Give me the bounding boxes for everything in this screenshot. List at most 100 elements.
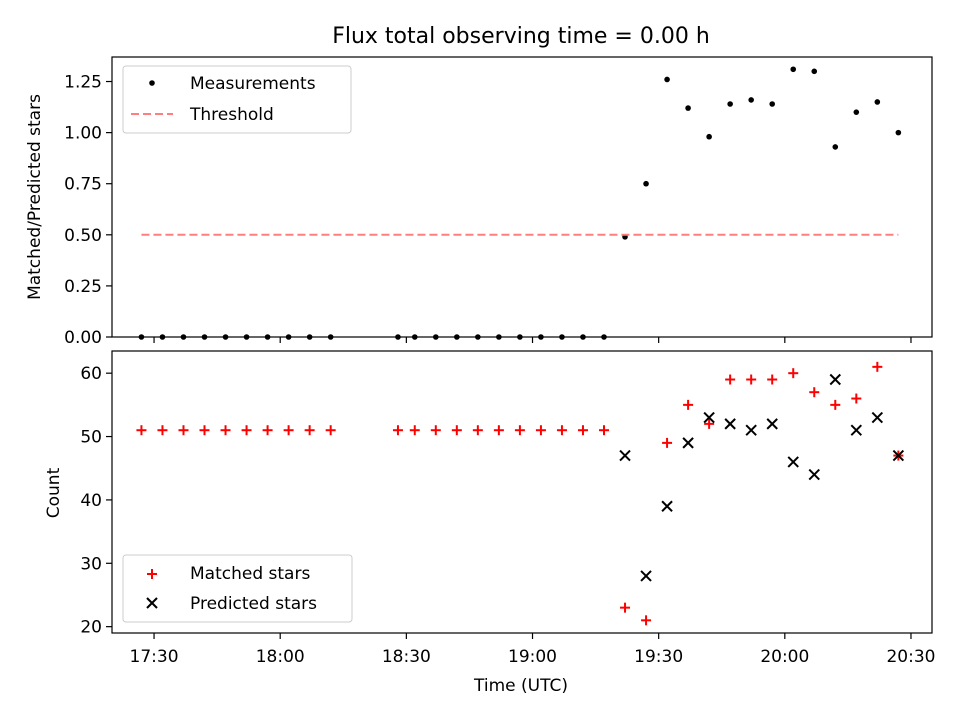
matched-stars-point xyxy=(178,425,189,436)
y-tick-label: 0.50 xyxy=(64,226,102,246)
y-tick-label: 40 xyxy=(80,491,102,511)
measurement-point xyxy=(874,99,881,105)
measurement-point xyxy=(790,66,797,73)
matched-stars-point xyxy=(662,437,673,448)
predicted-stars-point xyxy=(724,418,736,430)
matched-stars-point xyxy=(641,615,652,626)
bottom-legend: Matched stars Predicted stars xyxy=(122,554,353,623)
predicted-stars-point xyxy=(703,411,715,424)
x-axis-label: Time (UTC) xyxy=(473,676,568,696)
matched-stars-point xyxy=(157,425,168,436)
predicted-stars-point xyxy=(892,449,905,462)
matched-stars-point xyxy=(430,425,441,436)
bottom-panel: 20 30 40 50 60 17:30 18:00 18:30 19:00 19:30 20:0… xyxy=(44,350,935,696)
matched-stars-point xyxy=(241,425,252,436)
measurement-point xyxy=(727,101,733,107)
predicted-stars-point xyxy=(682,437,694,449)
matched-stars-point xyxy=(746,374,757,385)
legend-predicted-label: Predicted stars xyxy=(190,594,317,614)
matched-stars-point xyxy=(535,425,546,436)
bottom-y-ticks: 20 30 40 50 60 xyxy=(80,364,112,638)
measurement-point xyxy=(327,334,334,340)
matched-stars-point xyxy=(451,425,462,436)
matched-stars-point xyxy=(851,393,862,404)
measurement-point xyxy=(201,334,208,340)
y-tick-label: 0.00 xyxy=(64,328,102,348)
measurement-point xyxy=(138,334,145,340)
matched-stars-point xyxy=(262,425,273,436)
matched-stars-point xyxy=(409,425,420,436)
y-tick-label: 50 xyxy=(80,428,102,448)
legend-measurements-label: Measurements xyxy=(190,74,316,94)
measurement-point xyxy=(243,334,250,340)
matched-stars-point xyxy=(599,425,609,436)
measurement-point xyxy=(559,334,565,340)
predicted-stars-point xyxy=(766,418,778,430)
measurement-point xyxy=(411,334,418,340)
matched-stars-point xyxy=(767,374,778,385)
matched-stars-point xyxy=(199,425,210,436)
matched-stars-point xyxy=(704,418,715,429)
measurement-point xyxy=(643,180,649,187)
measurement-point xyxy=(180,334,187,340)
measurement-point xyxy=(306,334,313,340)
measurement-point xyxy=(748,97,754,103)
bottom-x-ticks: 17:30 18:00 18:30 19:00 19:30 20:00 20:30 xyxy=(130,633,935,667)
predicted-stars-point xyxy=(829,373,841,386)
matched-stars-point xyxy=(283,425,294,436)
matched-stars-point xyxy=(683,399,694,410)
measurement-point xyxy=(454,334,460,340)
matched-stars-point xyxy=(325,425,336,436)
top-y-axis-label: Matched/Predicted stars xyxy=(25,94,45,300)
measurement-point xyxy=(853,109,860,115)
y-tick-label: 0.75 xyxy=(64,175,102,195)
bottom-legend-box xyxy=(122,554,353,623)
legend-predicted-marker xyxy=(146,597,158,609)
measurement-point xyxy=(285,334,292,340)
matched-stars-point xyxy=(830,399,841,410)
matched-stars-point xyxy=(809,387,820,398)
matched-stars-point xyxy=(136,425,147,436)
predicted-stars-point xyxy=(640,570,652,582)
legend-matched-label: Matched stars xyxy=(190,564,310,584)
matched-stars-point xyxy=(220,425,231,436)
measurement-point xyxy=(496,334,502,340)
legend-threshold-label: Threshold xyxy=(189,105,274,125)
measurement-point xyxy=(475,334,481,340)
measurement-point xyxy=(685,105,691,111)
x-tick-label: 20:30 xyxy=(886,647,935,667)
x-tick-label: 18:30 xyxy=(382,647,431,667)
matched-stars-point xyxy=(725,374,736,385)
matched-stars-point xyxy=(577,425,588,436)
measurement-point xyxy=(395,334,401,340)
measurement-point xyxy=(706,133,712,140)
measurement-point xyxy=(895,129,902,136)
matched-stars-point xyxy=(514,425,525,436)
y-tick-label: 1.25 xyxy=(64,73,102,93)
top-legend-box xyxy=(122,65,352,134)
predicted-stars-point xyxy=(661,500,673,512)
legend-matched-marker xyxy=(147,569,157,579)
matched-stars-point xyxy=(556,425,567,436)
y-tick-label: 20 xyxy=(80,618,102,638)
predicted-stars-point xyxy=(619,449,631,462)
measurement-point xyxy=(832,144,839,150)
predicted-stars-point xyxy=(850,424,863,436)
predicted-stars-point xyxy=(871,411,884,424)
y-tick-label: 60 xyxy=(80,364,102,384)
measurement-point xyxy=(601,334,607,340)
bottom-y-axis-label: Count xyxy=(44,467,64,518)
matched-stars-point xyxy=(620,602,631,613)
measurement-point xyxy=(811,68,818,75)
top-plot-marks xyxy=(138,66,902,340)
y-tick-label: 30 xyxy=(80,554,102,574)
matched-stars-point xyxy=(872,361,883,372)
x-tick-label: 17:30 xyxy=(130,647,179,667)
top-x-ticks xyxy=(153,337,912,343)
matched-stars-point xyxy=(304,425,315,436)
measurement-point xyxy=(222,334,229,340)
bottom-plot-marks xyxy=(136,361,905,626)
y-tick-label: 1.00 xyxy=(64,124,102,144)
x-tick-label: 19:00 xyxy=(508,647,557,667)
